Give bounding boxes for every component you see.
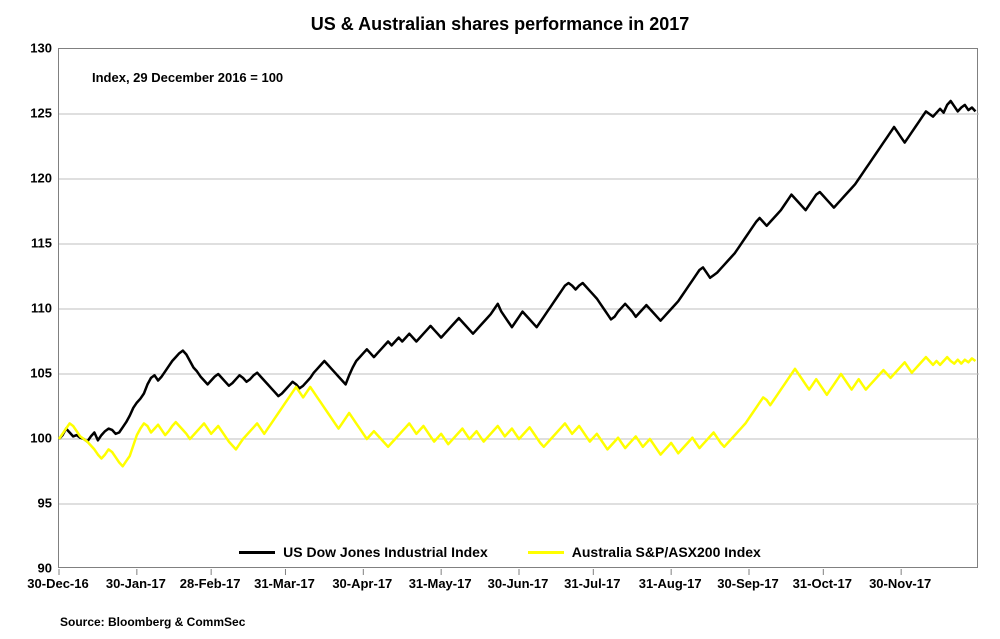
y-tick-label: 105 [18,366,52,381]
x-tick-label: 31-May-17 [409,576,472,591]
x-tick-label: 28-Feb-17 [180,576,241,591]
y-tick-label: 120 [18,171,52,186]
y-tick-label: 90 [18,561,52,576]
x-tick-label: 30-Nov-17 [869,576,931,591]
legend-label: US Dow Jones Industrial Index [283,544,488,560]
legend-item: Australia S&P/ASX200 Index [528,544,761,560]
chart-source: Source: Bloomberg & CommSec [60,615,245,629]
x-tick-label: 30-Jan-17 [106,576,166,591]
legend-swatch [239,551,275,554]
y-tick-label: 130 [18,41,52,56]
y-tick-label: 125 [18,106,52,121]
series-line [59,357,975,466]
y-tick-label: 115 [18,236,52,251]
x-tick-label: 30-Jun-17 [488,576,549,591]
legend-swatch [528,551,564,554]
chart-container: US & Australian shares performance in 20… [0,0,1000,639]
legend: US Dow Jones Industrial Index Australia S… [0,544,1000,560]
x-tick-label: 30-Sep-17 [717,576,778,591]
series-line [59,101,975,442]
legend-label: Australia S&P/ASX200 Index [572,544,761,560]
x-tick-label: 30-Apr-17 [332,576,392,591]
x-tick-label: 31-Oct-17 [793,576,852,591]
x-tick-label: 31-Jul-17 [564,576,620,591]
legend-item: US Dow Jones Industrial Index [239,544,488,560]
x-tick-label: 31-Mar-17 [254,576,315,591]
x-tick-label: 31-Aug-17 [639,576,702,591]
y-tick-label: 100 [18,431,52,446]
x-tick-label: 30-Dec-16 [27,576,88,591]
y-tick-label: 95 [18,496,52,511]
plot-area [58,48,978,568]
chart-svg [59,49,979,569]
y-tick-label: 110 [18,301,52,316]
chart-title: US & Australian shares performance in 20… [0,14,1000,35]
